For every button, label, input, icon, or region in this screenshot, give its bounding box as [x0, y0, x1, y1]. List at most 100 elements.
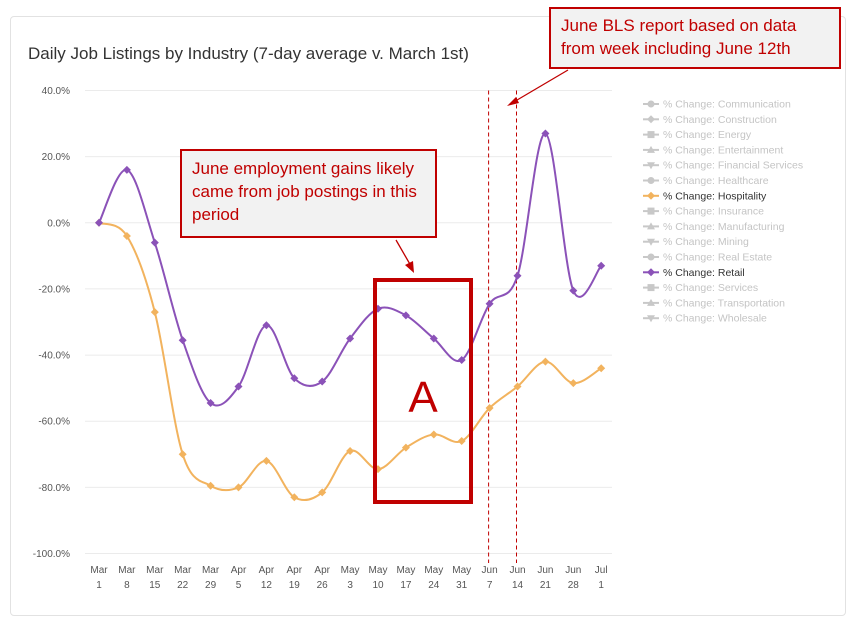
series-line-change-hospitality: [98, 221, 602, 502]
arrow-gains: [395, 239, 412, 267]
legend-marker-circle-icon: [647, 253, 655, 261]
x-tick-label: 17: [400, 580, 412, 591]
x-tick-label: Mar: [90, 565, 108, 576]
x-axis-ticks: Mar 1 Mar 8 Mar 15 Mar 22 Mar 29 Apr 5 Apr 12 Apr 19 Apr…: [90, 565, 607, 591]
chart-title: Daily Job Listings by Industry (7-day av…: [28, 44, 469, 63]
legend-item[interactable]: % Change: Retail: [643, 267, 745, 279]
data-point-change-retail: [541, 129, 550, 138]
legend-marker-square-icon: [647, 131, 655, 139]
legend-item[interactable]: % Change: Hospitality: [643, 190, 767, 202]
y-tick-label: -40.0%: [38, 351, 70, 362]
legend-label: % Change: Healthcare: [663, 175, 769, 187]
arrowhead-gains: [405, 261, 414, 273]
legend-label: % Change: Transportation: [663, 297, 785, 309]
data-point-change-hospitality: [569, 379, 578, 388]
legend-item[interactable]: % Change: Real Estate: [643, 252, 772, 264]
legend-marker-square-icon: [647, 284, 655, 292]
data-point-change-retail: [95, 218, 103, 227]
x-tick-label: 8: [124, 580, 130, 591]
x-tick-label: 19: [289, 580, 301, 591]
legend-item[interactable]: % Change: Communication: [643, 99, 791, 111]
x-tick-label: May: [452, 565, 471, 576]
data-point-change-hospitality: [318, 488, 327, 497]
data-point-change-hospitality: [206, 481, 215, 490]
y-tick-label: 0.0%: [47, 218, 70, 229]
x-tick-label: 3: [347, 580, 353, 591]
legend-item[interactable]: % Change: Healthcare: [643, 175, 769, 187]
highlight-box-a: [373, 278, 473, 504]
legend-marker-circle-icon: [647, 177, 655, 184]
x-tick-label: Apr: [314, 565, 330, 576]
x-tick-label: 31: [456, 580, 468, 591]
legend-marker-square-icon: [647, 207, 655, 215]
x-tick-label: Jun: [565, 565, 581, 576]
data-point-change-retail: [206, 399, 215, 408]
legend-item[interactable]: % Change: Transportation: [643, 297, 785, 309]
legend-label: % Change: Mining: [663, 236, 749, 248]
data-point-change-hospitality: [513, 382, 522, 391]
data-point-change-hospitality: [346, 446, 355, 455]
x-tick-label: 15: [149, 580, 161, 591]
data-point-change-hospitality: [401, 443, 410, 452]
x-tick-label: 1: [96, 580, 102, 591]
data-point-change-retail: [178, 336, 187, 345]
x-tick-label: 22: [177, 580, 189, 591]
legend-item[interactable]: % Change: Energy: [643, 129, 752, 141]
x-tick-label: May: [396, 565, 415, 576]
legend-item[interactable]: % Change: Entertainment: [643, 144, 783, 156]
legend-item[interactable]: % Change: Financial Services: [643, 160, 803, 172]
y-tick-label: -60.0%: [38, 417, 70, 428]
data-point-change-retail: [234, 382, 243, 391]
data-point-change-retail: [290, 374, 299, 383]
arrowhead-bls: [507, 97, 519, 106]
bls-report-callout: June BLS report based on data from week …: [549, 7, 841, 69]
x-tick-label: Mar: [202, 565, 220, 576]
legend-item[interactable]: % Change: Manufacturing: [643, 221, 785, 233]
x-tick-label: 29: [205, 580, 217, 591]
legend-item[interactable]: % Change: Services: [643, 282, 758, 294]
legend-marker-triangle-down-icon: [647, 315, 655, 323]
reference-lines: [488, 90, 517, 563]
y-tick-label: -20.0%: [38, 284, 70, 295]
legend: % Change: Communication % Change: Constru…: [643, 99, 803, 325]
legend-marker-diamond-icon: [647, 191, 655, 200]
x-tick-label: 14: [512, 580, 524, 591]
legend-label: % Change: Wholesale: [663, 313, 767, 325]
legend-item[interactable]: % Change: Construction: [643, 114, 777, 126]
legend-item[interactable]: % Change: Insurance: [643, 206, 764, 218]
legend-item[interactable]: % Change: Wholesale: [643, 313, 767, 325]
data-point-change-retail: [262, 321, 271, 330]
series-layer: [95, 129, 606, 502]
x-tick-label: Apr: [231, 565, 247, 576]
x-tick-label: Mar: [174, 565, 192, 576]
x-tick-label: 26: [317, 580, 329, 591]
y-axis-ticks: 40.0% 20.0% 0.0% -20.0% -40.0% -60.0% -80.0% -1…: [33, 86, 70, 560]
x-tick-label: Mar: [146, 565, 164, 576]
y-tick-label: -100.0%: [33, 549, 70, 560]
x-tick-label: 7: [487, 580, 493, 591]
data-point-change-hospitality: [150, 308, 159, 317]
x-tick-label: Jun: [509, 565, 525, 576]
x-tick-label: Apr: [259, 565, 275, 576]
data-point-change-retail: [485, 299, 494, 308]
x-tick-label: Jun: [537, 565, 553, 576]
data-point-change-retail: [122, 165, 131, 174]
legend-label: % Change: Real Estate: [663, 252, 772, 264]
legend-marker-triangle-down-icon: [647, 238, 655, 246]
legend-label: % Change: Construction: [663, 114, 777, 126]
legend-item[interactable]: % Change: Mining: [643, 236, 749, 248]
x-tick-label: May: [341, 565, 360, 576]
chart-card: [10, 16, 846, 616]
legend-label: % Change: Energy: [663, 129, 752, 141]
legend-label: % Change: Entertainment: [663, 144, 783, 156]
data-point-change-hospitality: [122, 232, 131, 241]
data-point-change-hospitality: [541, 357, 550, 366]
data-point-change-hospitality: [457, 437, 466, 446]
x-tick-label: 10: [372, 580, 384, 591]
legend-label: % Change: Financial Services: [663, 160, 803, 172]
data-point-change-retail: [569, 286, 578, 295]
data-point-change-retail: [457, 356, 466, 365]
legend-label: % Change: Retail: [663, 267, 745, 279]
x-tick-label: 12: [261, 580, 273, 591]
